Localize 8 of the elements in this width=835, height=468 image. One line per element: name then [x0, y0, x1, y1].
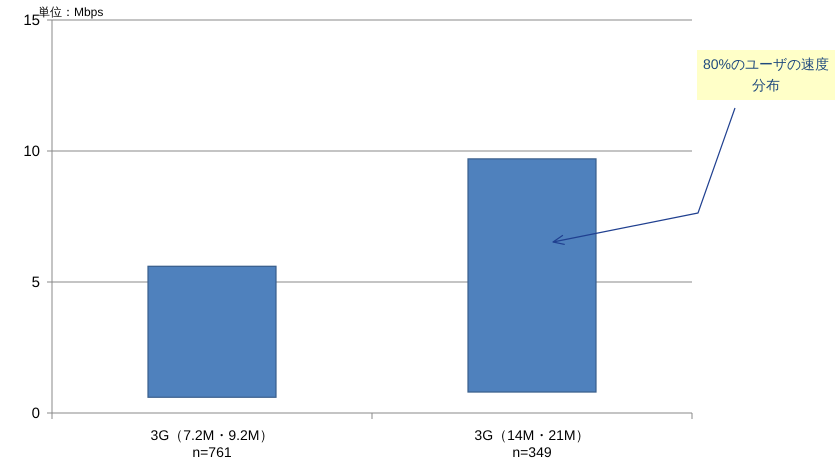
x-tick-label: 3G（14M・21M） n=349: [474, 427, 590, 460]
y-tick-label: 5: [32, 274, 40, 291]
text: 80%のユーザの速度分布: [702, 56, 830, 93]
y-axis-title: 単位：Mbps: [38, 5, 104, 19]
y-tick-label: 10: [23, 143, 40, 160]
y-tick-label: 0: [32, 405, 40, 422]
y-tick-label: 15: [23, 12, 40, 29]
x-tick-label: 3G（7.2M・9.2M） n=761: [150, 427, 274, 460]
